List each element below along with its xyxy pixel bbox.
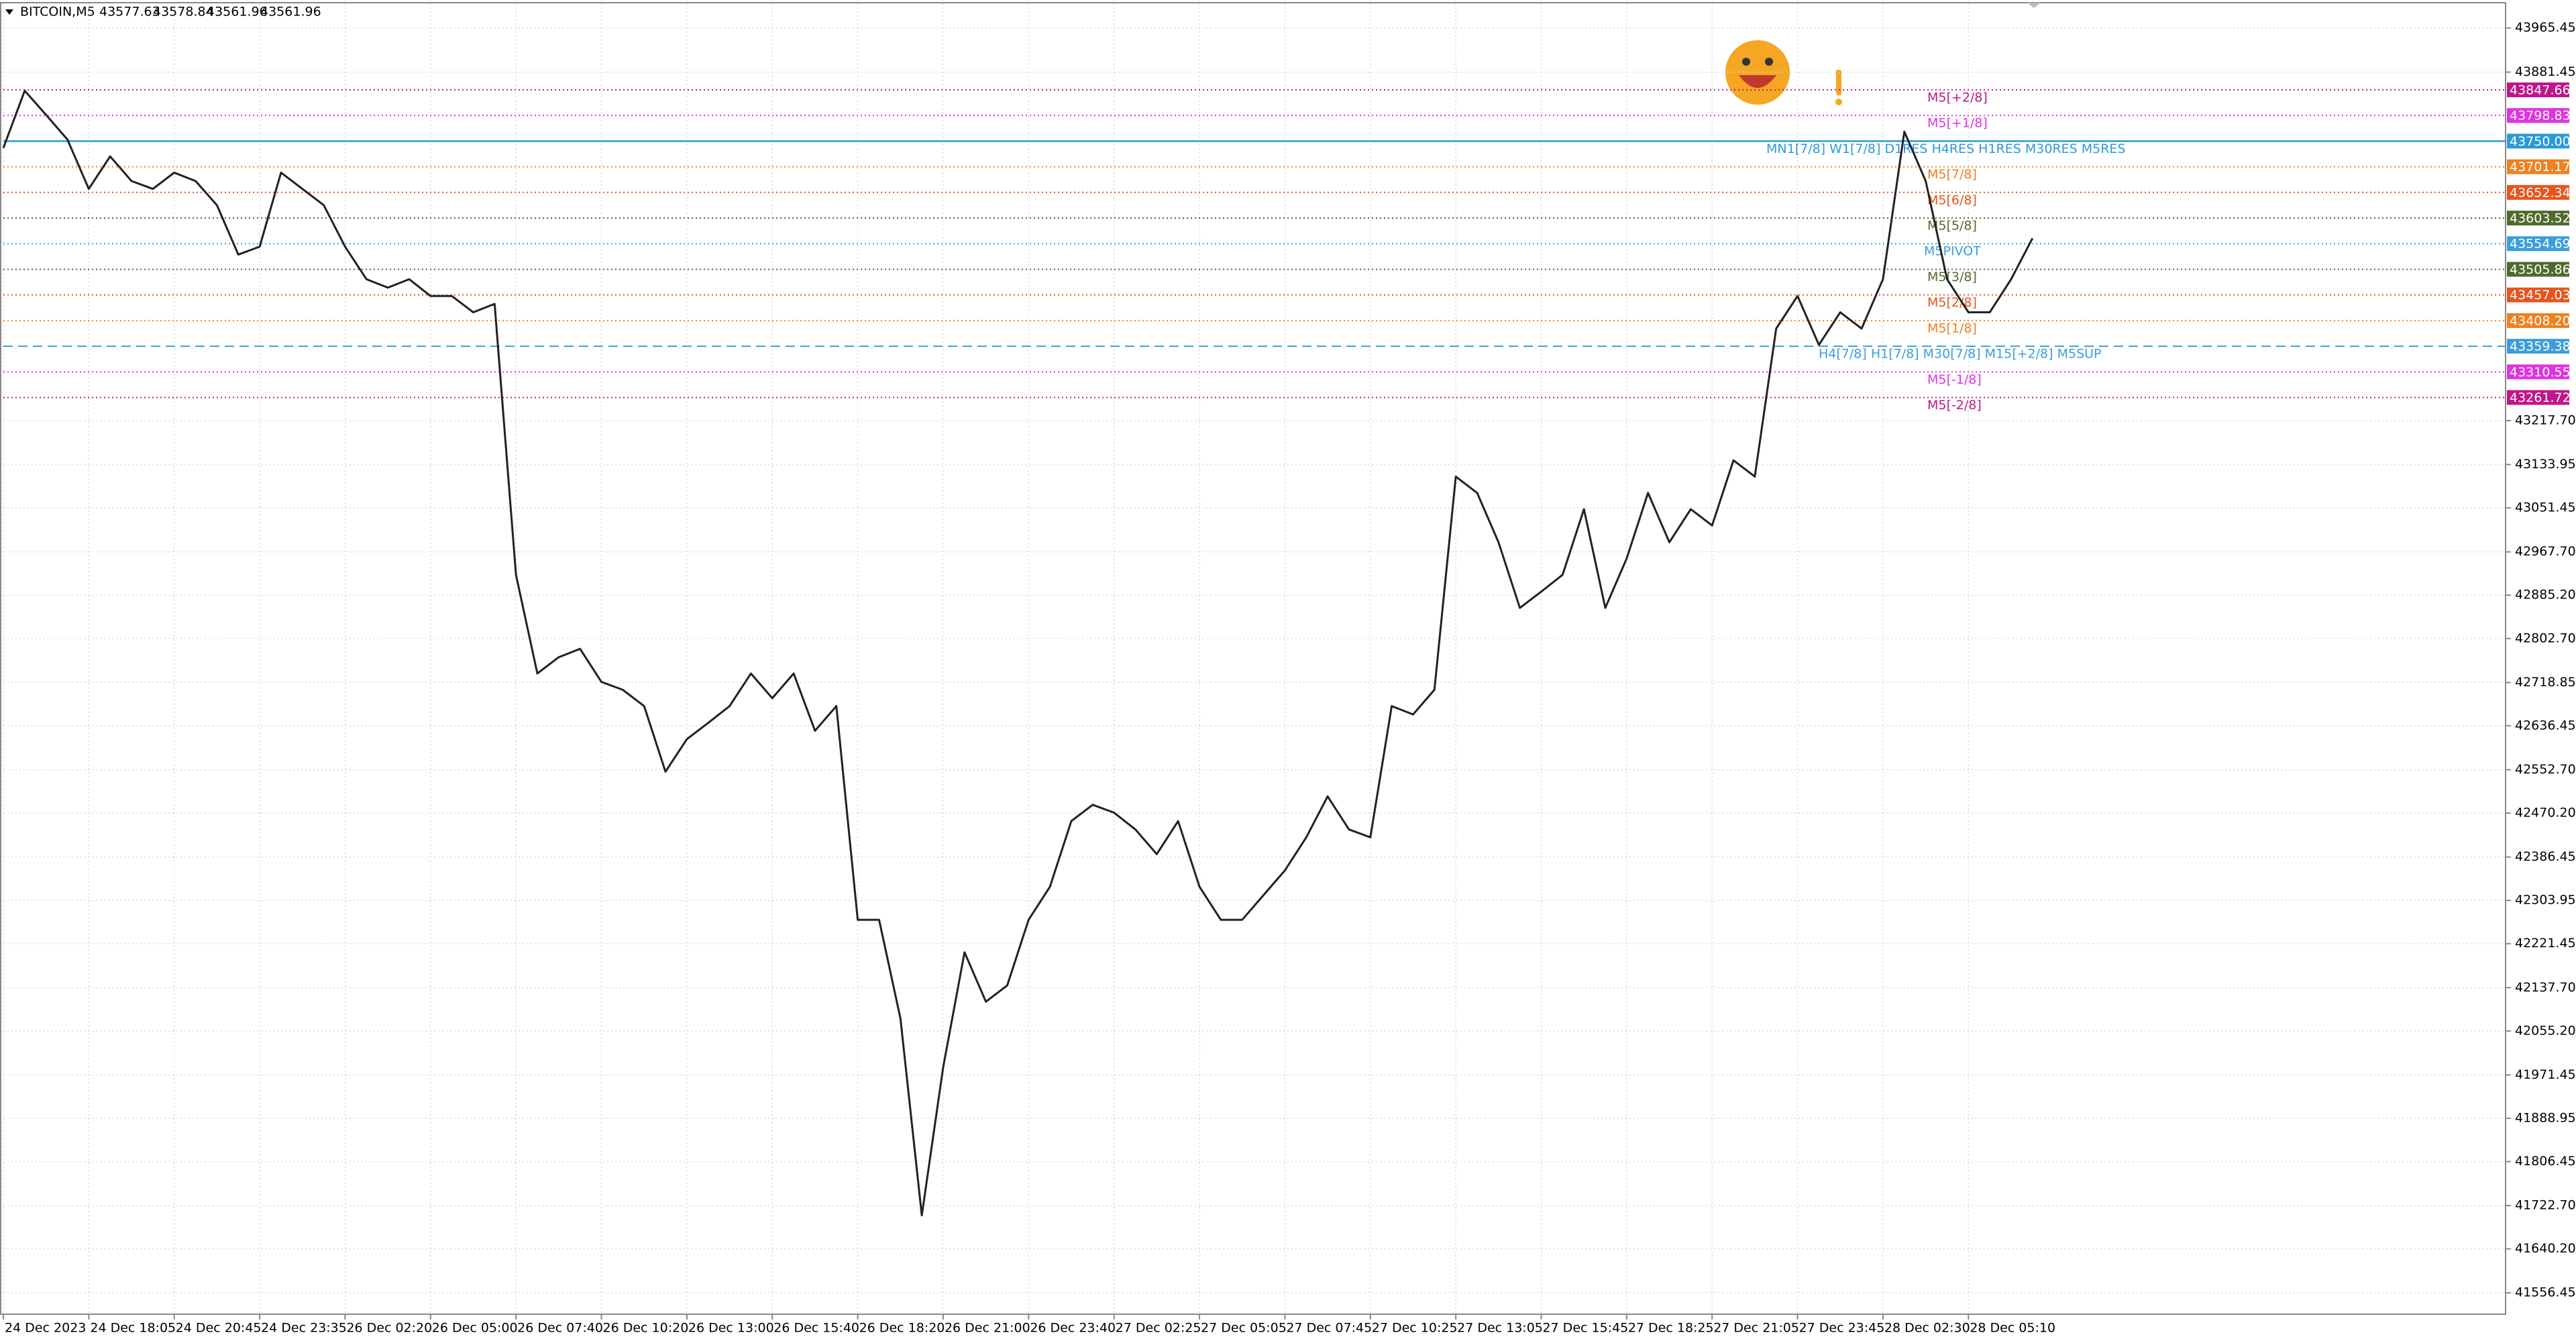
level-price: 43359.38 [2510, 339, 2571, 354]
x-tick-label: 26 Dec 23:40 [1030, 1321, 1116, 1336]
x-tick-label: 24 Dec 18:05 [90, 1321, 176, 1336]
x-tick-label: 27 Dec 18:25 [1628, 1321, 1714, 1336]
level-price-box [2507, 108, 2569, 123]
x-tick-label: 28 Dec 05:10 [1970, 1321, 2055, 1336]
level-label: M5[-1/8] [1927, 372, 1982, 387]
level-price: 43408.20 [2510, 313, 2571, 328]
level-label: M5[+1/8] [1927, 116, 1988, 131]
x-tick-label: 27 Dec 05:05 [1201, 1321, 1287, 1336]
level-label: M5PIVOT [1924, 244, 1981, 259]
level-label: MN1[7/8] W1[7/8] D1RES H4RES H1RES M30RE… [1766, 142, 2125, 156]
x-tick-label: 26 Dec 15:40 [773, 1321, 859, 1336]
x-tick-label: 24 Dec 2023 [5, 1321, 86, 1336]
y-tick-label: 42636.45 [2515, 718, 2576, 733]
header-high: 43578.84 [153, 5, 214, 19]
y-tick-label: 41556.45 [2515, 1285, 2576, 1300]
y-tick-label: 42055.20 [2515, 1023, 2576, 1038]
level-price-box [2507, 262, 2569, 277]
header-close: 43561.96 [260, 5, 321, 19]
level-label: M5[3/8] [1927, 270, 1977, 284]
y-tick-label: 41806.45 [2515, 1154, 2576, 1169]
y-tick-label: 43965.45 [2515, 20, 2576, 35]
level-price: 43847.66 [2510, 83, 2571, 97]
level-label: M5[1/8] [1927, 321, 1977, 335]
y-tick-label: 42718.85 [2515, 675, 2576, 690]
level-label: M5[+2/8] [1927, 90, 1988, 105]
level-price: 43505.86 [2510, 262, 2571, 277]
level-price-box [2507, 313, 2569, 328]
y-tick-label: 41722.70 [2515, 1198, 2576, 1213]
y-tick-label: 41888.95 [2515, 1110, 2576, 1125]
x-tick-label: 26 Dec 02:20 [346, 1321, 432, 1336]
x-tick-label: 27 Dec 23:45 [1799, 1321, 1885, 1336]
level-price-box [2507, 364, 2569, 380]
y-tick-label: 42885.20 [2515, 588, 2576, 602]
level-price-box [2507, 390, 2569, 405]
level-price-box [2507, 133, 2569, 149]
plot-frame [0, 2, 2506, 1315]
header-low: 43561.96 [207, 5, 268, 19]
level-label: M5[-2/8] [1927, 398, 1982, 413]
y-tick-label: 42303.95 [2515, 893, 2576, 908]
x-tick-label: 27 Dec 02:25 [1116, 1321, 1201, 1336]
level-price: 43798.83 [2510, 109, 2571, 123]
level-price: 43310.55 [2510, 365, 2571, 380]
y-tick-label: 42470.20 [2515, 806, 2576, 820]
level-price: 43457.03 [2510, 288, 2571, 303]
header-arrow [5, 9, 13, 15]
x-tick-label: 27 Dec 10:25 [1372, 1321, 1458, 1336]
x-tick-label: 26 Dec 07:40 [517, 1321, 603, 1336]
price-line [2, 89, 2034, 1217]
level-price-box [2507, 211, 2569, 226]
x-tick-label: 27 Dec 13:05 [1457, 1321, 1543, 1336]
level-label: M5[2/8] [1927, 295, 1977, 310]
x-tick-label: 26 Dec 10:20 [603, 1321, 689, 1336]
level-label: M5[7/8] [1927, 167, 1977, 182]
level-price: 43750.00 [2510, 134, 2571, 149]
level-label: H4[7/8] H1[7/8] M30[7/8] M15[+2/8] M5SUP [1819, 347, 2102, 362]
x-tick-label: 27 Dec 07:45 [1286, 1321, 1372, 1336]
level-price: 43603.52 [2510, 211, 2571, 226]
level-label: M5[5/8] [1927, 219, 1977, 233]
alert-mark [1835, 70, 1842, 105]
level-price-box [2507, 82, 2569, 97]
x-tick-label: 26 Dec 18:20 [859, 1321, 945, 1336]
header-title: BITCOIN,M5 [20, 5, 95, 19]
level-price-box [2507, 236, 2569, 252]
y-tick-label: 43217.70 [2515, 413, 2576, 427]
x-tick-label: 26 Dec 13:00 [688, 1321, 774, 1336]
y-tick-label: 41971.45 [2515, 1067, 2576, 1082]
y-tick-label: 42552.70 [2515, 762, 2576, 777]
level-price-box [2507, 287, 2569, 303]
level-price: 43554.69 [2510, 237, 2571, 252]
x-tick-label: 24 Dec 23:35 [261, 1321, 347, 1336]
y-tick-label: 43051.45 [2515, 500, 2576, 515]
y-tick-label: 42221.45 [2515, 936, 2576, 951]
x-tick-label: 24 Dec 20:45 [176, 1321, 262, 1336]
y-tick-label: 41640.20 [2515, 1241, 2576, 1256]
y-tick-label: 42386.45 [2515, 849, 2576, 864]
x-tick-label: 27 Dec 21:05 [1713, 1321, 1799, 1336]
y-tick-label: 42802.70 [2515, 631, 2576, 645]
level-price: 43701.17 [2510, 160, 2571, 174]
x-tick-label: 27 Dec 15:45 [1542, 1321, 1628, 1336]
x-tick-label: 26 Dec 21:00 [945, 1321, 1030, 1336]
y-tick-label: 42137.70 [2515, 980, 2576, 995]
x-tick-label: 26 Dec 05:00 [432, 1321, 518, 1336]
level-price: 43261.72 [2510, 390, 2571, 405]
shift-marker [2027, 3, 2041, 8]
level-price: 43652.34 [2510, 185, 2571, 200]
level-label: M5[6/8] [1927, 193, 1977, 207]
level-price-box [2507, 159, 2569, 174]
header-open: 43577.63 [99, 5, 160, 19]
y-tick-label: 42967.70 [2515, 544, 2576, 559]
x-tick-label: 28 Dec 02:30 [1884, 1321, 1970, 1336]
level-price-box [2507, 339, 2569, 354]
y-tick-label: 43881.45 [2515, 64, 2576, 79]
level-price-box [2507, 184, 2569, 200]
smiley [1725, 40, 1790, 105]
y-tick-label: 43133.95 [2515, 457, 2576, 472]
